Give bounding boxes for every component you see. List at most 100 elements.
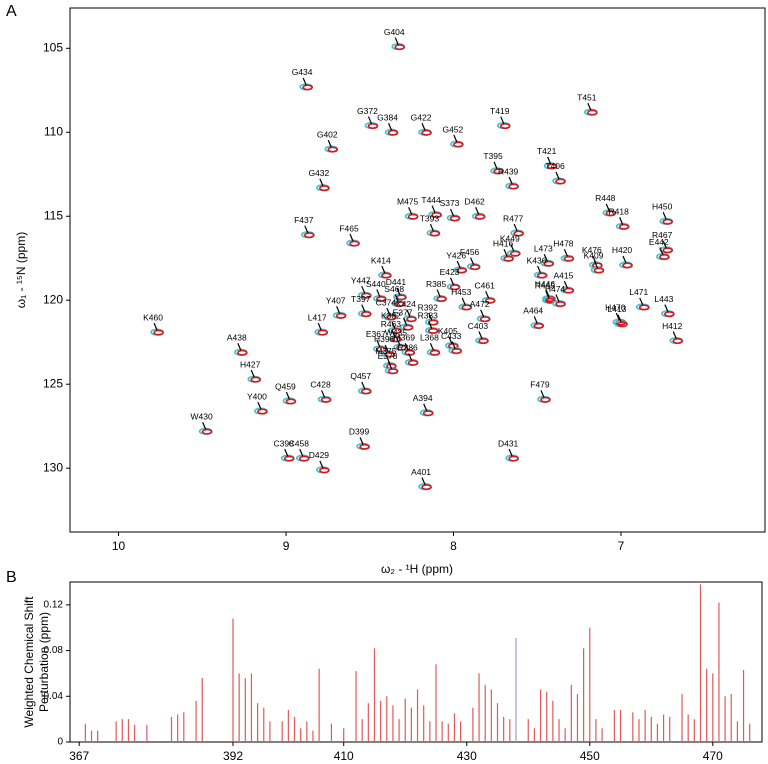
leader-line (605, 203, 610, 212)
x-tick-label: 410 (334, 749, 354, 763)
bar (195, 700, 197, 742)
peak-label: L471 (629, 287, 648, 297)
peak-label: Y426 (446, 250, 466, 260)
peak (153, 329, 164, 336)
peak (605, 210, 617, 217)
bar (496, 703, 499, 742)
peak (587, 109, 598, 116)
leader-line (662, 212, 667, 220)
leader-line (453, 134, 458, 143)
bar (693, 719, 695, 742)
peak (376, 346, 387, 353)
peak (555, 301, 566, 308)
leader-line (540, 390, 545, 398)
leader-line (423, 403, 428, 411)
peak-label: F437 (294, 215, 314, 225)
peak (484, 297, 496, 304)
peak-label: A401 (411, 467, 431, 477)
bar (601, 728, 603, 742)
leader-line (304, 225, 309, 233)
peak (320, 396, 332, 403)
peak (546, 163, 558, 170)
peak (402, 324, 414, 331)
bar (293, 716, 296, 742)
bar (644, 710, 646, 742)
bar (115, 721, 117, 742)
leader-line (257, 401, 262, 410)
peak (394, 301, 406, 308)
peak-label: D431 (498, 438, 519, 448)
peak (513, 230, 524, 237)
peak-label: G404 (384, 27, 405, 37)
peak-label: C433 (441, 331, 462, 341)
peak (396, 344, 407, 351)
peak (638, 304, 650, 311)
peak-label: H396 (374, 334, 395, 344)
bar (656, 723, 659, 742)
leader-line (381, 265, 386, 274)
peak-label: G402 (317, 129, 338, 139)
leader-line (500, 116, 505, 124)
peak (422, 410, 434, 417)
bar (232, 618, 234, 742)
peak (391, 336, 402, 343)
peak (662, 218, 673, 225)
leader-line (284, 448, 289, 457)
bar (619, 710, 622, 742)
peak (533, 322, 545, 329)
peak (387, 368, 399, 375)
leader-line (349, 233, 354, 242)
peak-label: H470 (605, 302, 626, 312)
peak (367, 123, 379, 130)
x-tick-label: 430 (457, 749, 477, 763)
peak-label: C461 (475, 280, 496, 290)
peak (317, 329, 329, 336)
peak-label: R386 (397, 343, 418, 353)
bar (398, 719, 400, 742)
peak-label: G422 (411, 113, 432, 123)
peak-label: T444 (421, 195, 441, 205)
peak-label: L443 (654, 294, 673, 304)
peak-label: Q457 (350, 371, 371, 381)
peak-label: D441 (386, 277, 407, 287)
bar (681, 694, 683, 742)
leader-line (319, 178, 324, 186)
peak-label: L413 (608, 304, 627, 314)
x-tick-label: 367 (69, 749, 89, 763)
peak (479, 316, 491, 323)
peak-label: H474 (545, 284, 566, 294)
peak (659, 254, 670, 261)
peak (474, 213, 486, 220)
bar (632, 712, 634, 742)
leader-line (391, 321, 396, 329)
y-tick-label: 125 (43, 376, 63, 390)
bar (712, 673, 714, 742)
peak (386, 314, 397, 321)
leader-line (367, 116, 372, 124)
bar (201, 678, 203, 742)
peak-label: K405 (438, 326, 458, 336)
bar (404, 698, 406, 742)
leader-line (376, 339, 381, 348)
y-axis-label: ω₁ - ¹⁵N (ppm) (14, 232, 28, 308)
leader-line (664, 304, 669, 312)
bar (638, 719, 640, 742)
leader-line (508, 176, 513, 185)
peak-label: S373 (440, 198, 460, 208)
leader-line (587, 102, 592, 111)
leader-line (451, 341, 456, 349)
leader-line (543, 254, 548, 262)
bar (447, 723, 449, 742)
peak (449, 215, 461, 222)
peak (508, 455, 519, 462)
leader-line (429, 223, 434, 232)
peak (449, 284, 461, 291)
leader-line (387, 123, 393, 131)
bar (472, 707, 474, 742)
bar (318, 668, 320, 742)
peak-label: D462 (464, 197, 485, 207)
peak (360, 311, 372, 318)
peak-label: T451 (577, 92, 597, 102)
peak-label: K436 (527, 255, 547, 265)
peak (421, 484, 432, 491)
